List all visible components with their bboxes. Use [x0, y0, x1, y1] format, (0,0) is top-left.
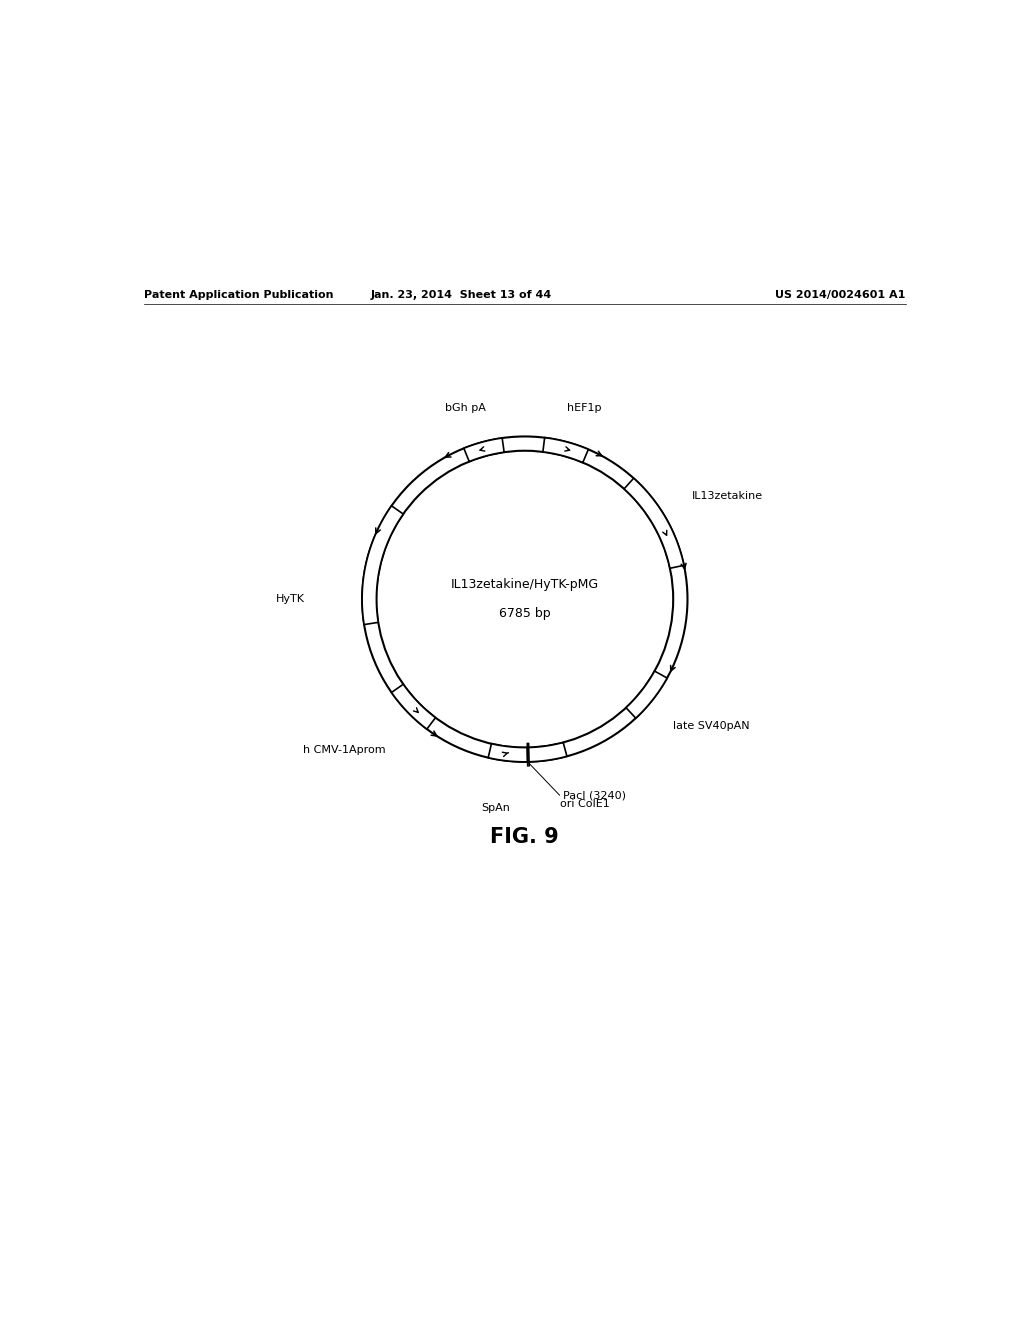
Text: Jan. 23, 2014  Sheet 13 of 44: Jan. 23, 2014 Sheet 13 of 44: [371, 290, 552, 300]
Text: Patent Application Publication: Patent Application Publication: [143, 290, 334, 300]
Text: h CMV-1Aprom: h CMV-1Aprom: [303, 746, 386, 755]
Polygon shape: [624, 478, 684, 569]
Text: SpAn: SpAn: [481, 804, 510, 813]
Text: US 2014/0024601 A1: US 2014/0024601 A1: [775, 290, 905, 300]
Polygon shape: [543, 438, 589, 462]
Text: late SV40pAN: late SV40pAN: [673, 721, 750, 731]
Text: hEF1p: hEF1p: [567, 403, 601, 413]
Text: IL13zetakine: IL13zetakine: [692, 491, 763, 502]
Polygon shape: [488, 743, 527, 762]
Polygon shape: [391, 684, 435, 729]
Text: HyTK: HyTK: [276, 594, 305, 605]
Text: ori CoIE1: ori CoIE1: [560, 799, 609, 809]
Polygon shape: [362, 506, 403, 624]
Polygon shape: [464, 438, 504, 462]
Polygon shape: [626, 671, 667, 718]
Text: 6785 bp: 6785 bp: [499, 607, 551, 620]
Text: bGh pA: bGh pA: [445, 403, 486, 413]
Text: FIG. 9: FIG. 9: [490, 828, 559, 847]
Text: PacI (3240): PacI (3240): [563, 791, 627, 800]
Text: IL13zetakine/HyTK-pMG: IL13zetakine/HyTK-pMG: [451, 578, 599, 591]
Polygon shape: [527, 742, 567, 762]
